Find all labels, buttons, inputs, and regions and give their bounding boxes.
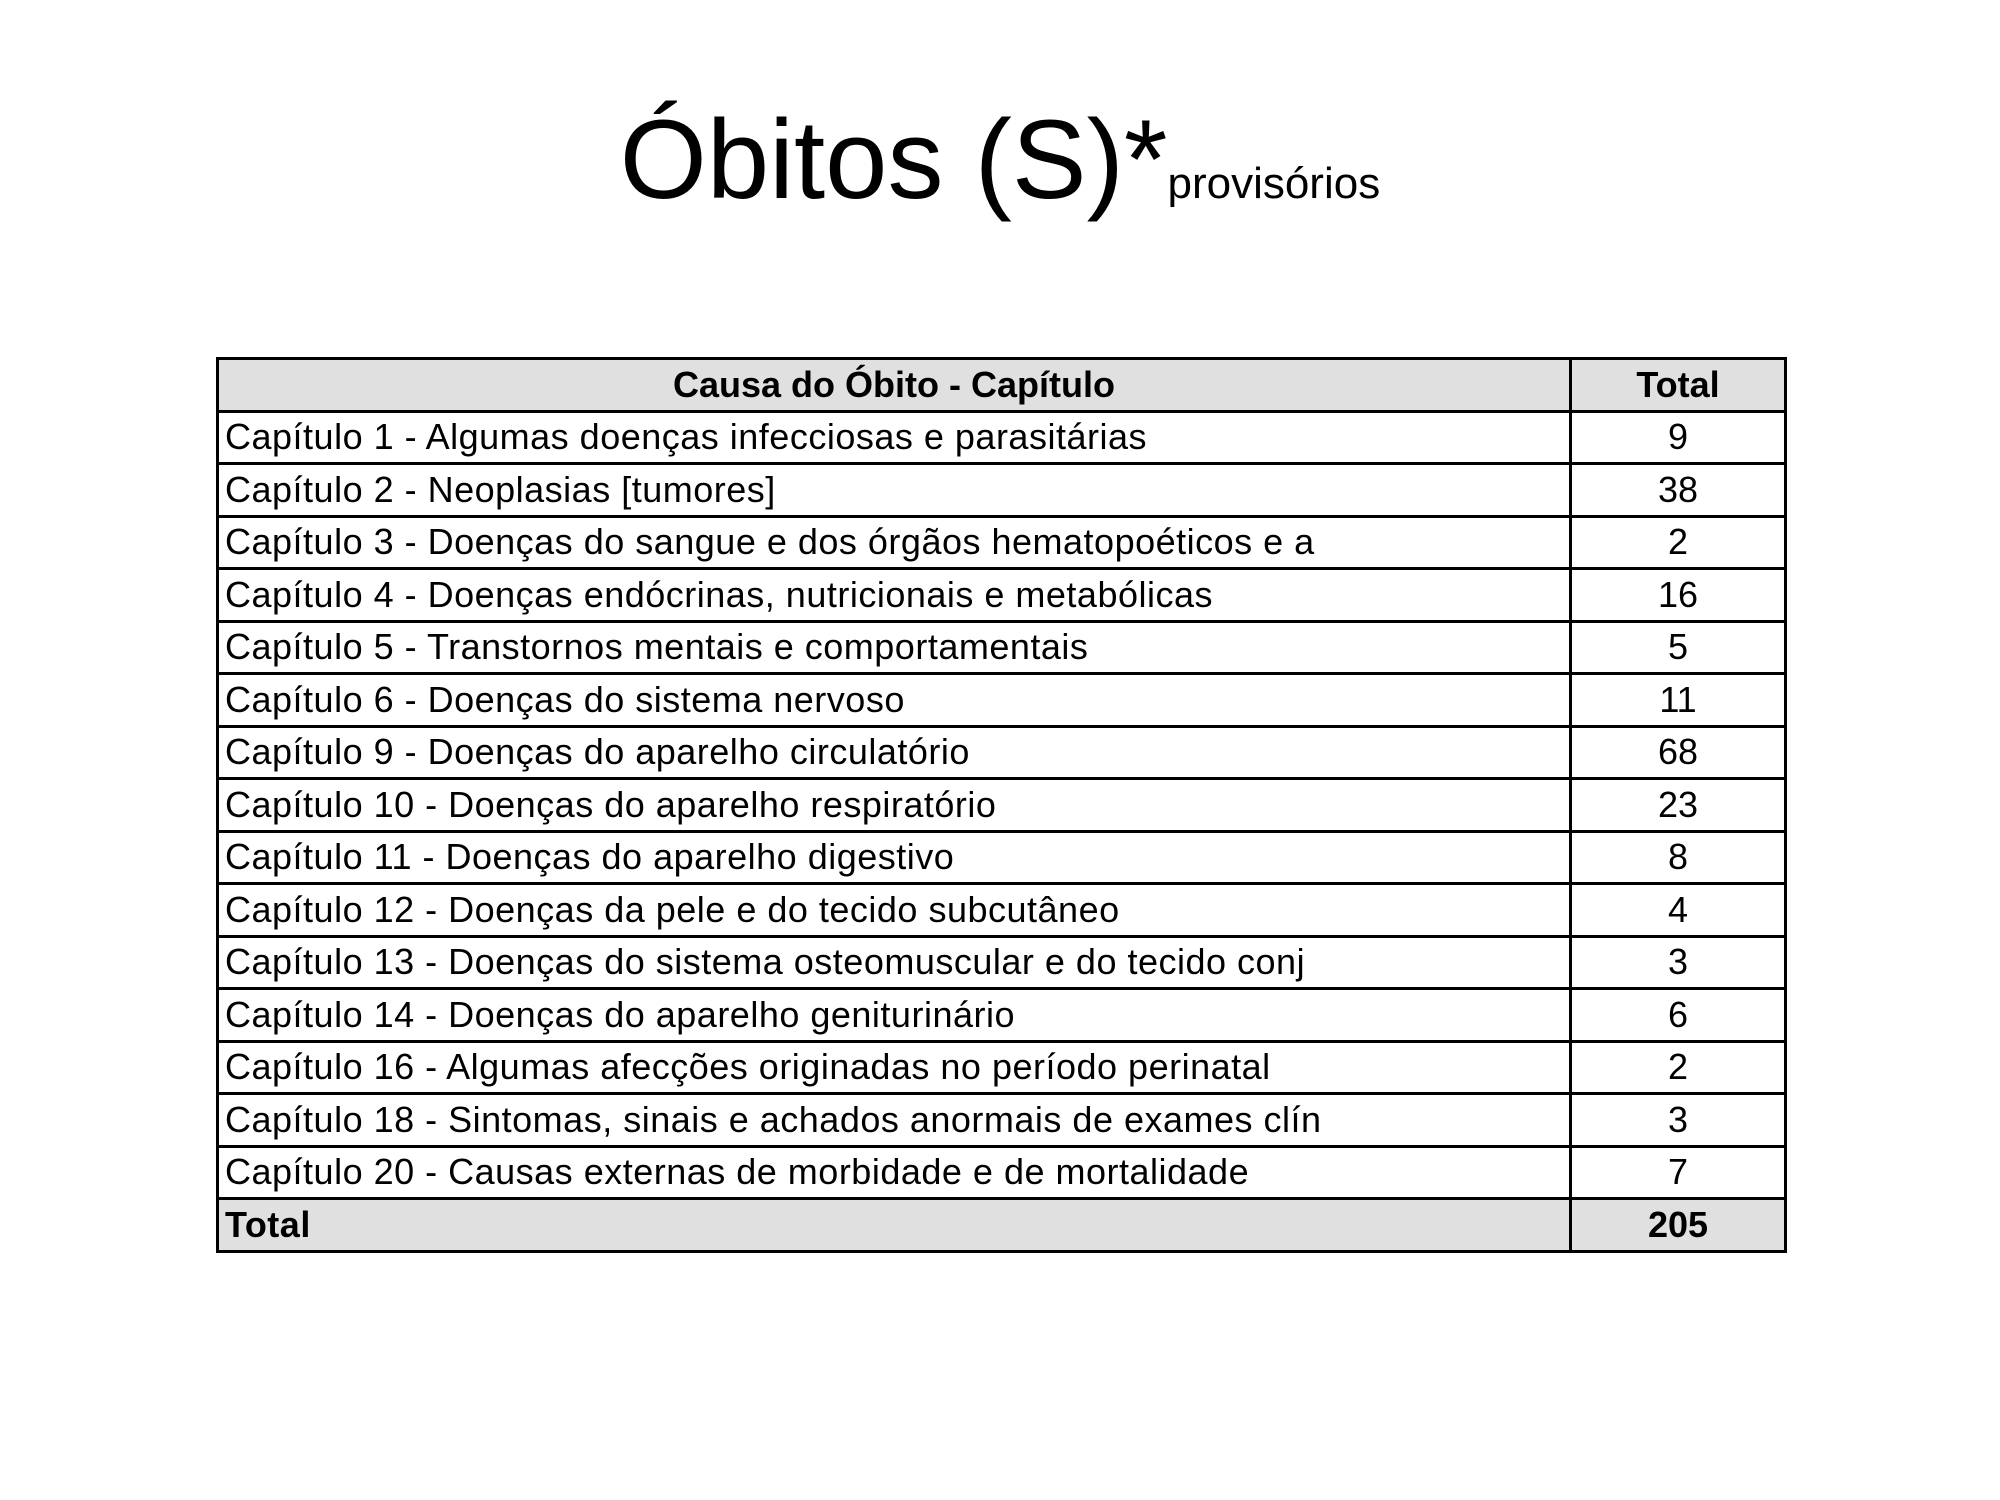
header-cause: Causa do Óbito - Capítulo [216,357,1572,413]
table-row: Capítulo 6 - Doenças do sistema nervoso 1… [216,672,1787,728]
title-main: Óbitos (S)* [619,97,1168,222]
cause-cell: Capítulo 10 - Doenças do aparelho respir… [216,777,1572,833]
header-total: Total [1569,357,1787,413]
table-row: Capítulo 14 - Doenças do aparelho genitu… [216,987,1787,1043]
total-label: Total [216,1197,1572,1253]
cause-cell: Capítulo 1 - Algumas doenças infecciosas… [216,409,1572,465]
cause-cell: Capítulo 16 - Algumas afecções originada… [216,1039,1572,1095]
total-cell: 9 [1569,409,1787,465]
table-row: Capítulo 1 - Algumas doenças infecciosas… [216,409,1787,465]
table-row: Capítulo 20 - Causas externas de morbida… [216,1144,1787,1200]
table-row: Capítulo 3 - Doenças do sangue e dos órg… [216,514,1787,570]
cause-cell: Capítulo 9 - Doenças do aparelho circula… [216,724,1572,780]
table-row: Capítulo 13 - Doenças do sistema osteomu… [216,934,1787,990]
total-cell: 7 [1569,1144,1787,1200]
cause-cell: Capítulo 12 - Doenças da pele e do tecid… [216,882,1572,938]
cause-cell: Capítulo 2 - Neoplasias [tumores] [216,462,1572,518]
deaths-table: Causa do Óbito - Capítulo Total Capítulo… [216,357,1787,1253]
table-row: Capítulo 11 - Doenças do aparelho digest… [216,829,1787,885]
table-row: Capítulo 2 - Neoplasias [tumores] 38 [216,462,1787,518]
page-title: Óbitos (S)*provisórios [0,95,2000,224]
cause-cell: Capítulo 13 - Doenças do sistema osteomu… [216,934,1572,990]
total-cell: 11 [1569,672,1787,728]
cause-cell: Capítulo 14 - Doenças do aparelho genitu… [216,987,1572,1043]
total-cell: 16 [1569,567,1787,623]
table-row: Capítulo 9 - Doenças do aparelho circula… [216,724,1787,780]
total-cell: 2 [1569,514,1787,570]
table-row: Capítulo 5 - Transtornos mentais e compo… [216,619,1787,675]
total-cell: 3 [1569,934,1787,990]
cause-cell: Capítulo 5 - Transtornos mentais e compo… [216,619,1572,675]
table-row: Capítulo 4 - Doenças endócrinas, nutrici… [216,567,1787,623]
cause-cell: Capítulo 6 - Doenças do sistema nervoso [216,672,1572,728]
total-cell: 23 [1569,777,1787,833]
total-cell: 2 [1569,1039,1787,1095]
table-row: Capítulo 16 - Algumas afecções originada… [216,1039,1787,1095]
total-cell: 6 [1569,987,1787,1043]
cause-cell: Capítulo 18 - Sintomas, sinais e achados… [216,1092,1572,1148]
cause-cell: Capítulo 3 - Doenças do sangue e dos órg… [216,514,1572,570]
table-header-row: Causa do Óbito - Capítulo Total [216,357,1787,413]
table-row: Capítulo 18 - Sintomas, sinais e achados… [216,1092,1787,1148]
cause-cell: Capítulo 20 - Causas externas de morbida… [216,1144,1572,1200]
cause-cell: Capítulo 4 - Doenças endócrinas, nutrici… [216,567,1572,623]
cause-cell: Capítulo 11 - Doenças do aparelho digest… [216,829,1572,885]
table-row: Capítulo 12 - Doenças da pele e do tecid… [216,882,1787,938]
total-cell: 5 [1569,619,1787,675]
total-value: 205 [1569,1197,1787,1253]
total-cell: 4 [1569,882,1787,938]
total-cell: 3 [1569,1092,1787,1148]
table-total-row: Total 205 [216,1197,1787,1253]
total-cell: 68 [1569,724,1787,780]
total-cell: 38 [1569,462,1787,518]
total-cell: 8 [1569,829,1787,885]
table-row: Capítulo 10 - Doenças do aparelho respir… [216,777,1787,833]
title-subscript: provisórios [1167,159,1381,208]
